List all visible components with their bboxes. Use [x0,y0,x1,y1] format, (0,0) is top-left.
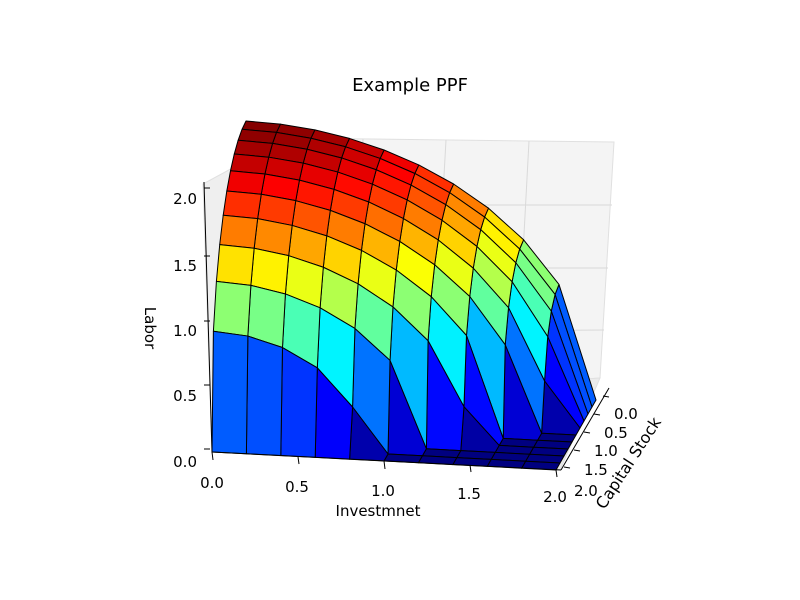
axes [203,181,610,471]
y-tick-label: 0.0 [614,405,638,423]
x-tick-label: 1.0 [371,482,395,500]
x-tick-label: 0.0 [200,474,224,492]
surface-patch [226,170,266,195]
surface-patch [211,330,249,455]
x-ticks: 0.0 0.5 1.0 1.5 2.0 [200,451,567,506]
z-tick-label: 0.0 [173,453,197,471]
z-tick-label: 2.0 [173,190,197,208]
x-axis-line [211,451,562,471]
chart-title: Example PPF [352,75,468,96]
z-tick-label: 0.5 [173,387,197,405]
y-axis-line [560,387,610,471]
x-tick-label: 2.0 [543,488,567,506]
y-tick-label: 0.5 [604,424,628,442]
x-tick-label: 1.5 [457,485,481,503]
surface-patch [215,244,255,286]
surface-patch [222,190,262,220]
surface-patch [245,335,283,457]
x-tick-label: 0.5 [285,478,309,496]
x-axis-label: Investmnet [336,502,421,520]
z-axis-label: Labor [141,307,159,350]
y-ticks: 0.0 0.5 1.0 1.5 2.0 [563,395,638,500]
surface-patch [219,214,259,249]
y-tick-label: 1.0 [594,442,618,460]
y-tick-label: 2.0 [574,482,598,500]
z-tick-label: 1.0 [173,322,197,340]
z-ticks: 0.0 0.5 1.0 1.5 2.0 [173,187,210,471]
z-tick-label: 1.5 [173,257,197,275]
y-tick-label: 1.5 [584,461,608,479]
z-axis-line [203,181,213,453]
surface-patch [212,280,252,337]
